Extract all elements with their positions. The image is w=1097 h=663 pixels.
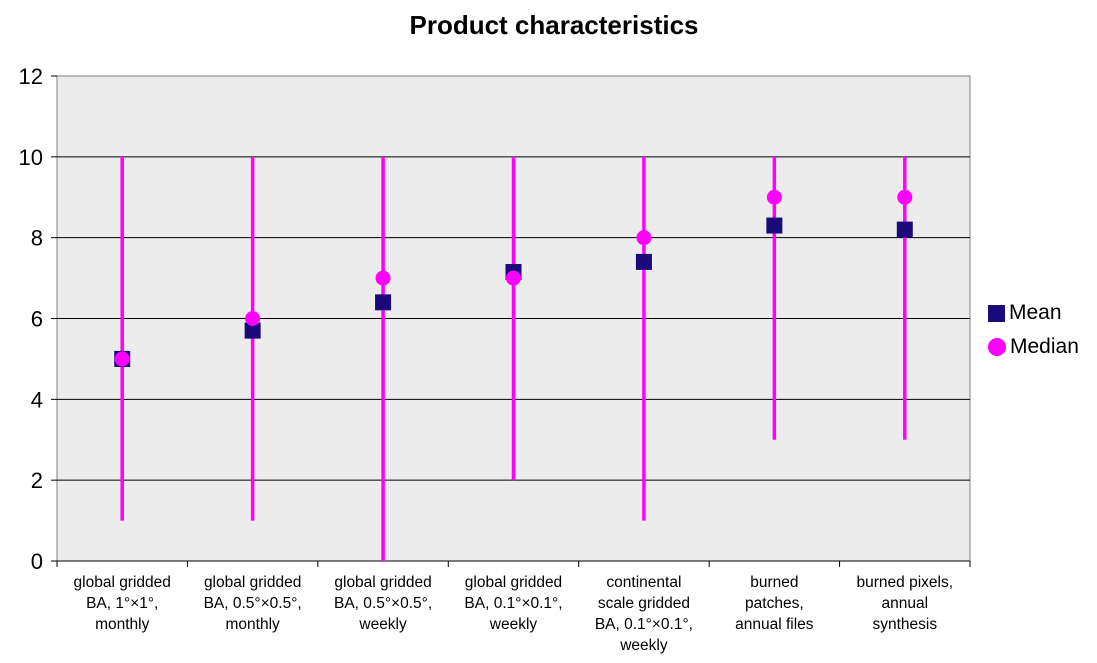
legend-item-median: Median xyxy=(988,330,1079,364)
mean-point xyxy=(244,322,261,339)
y-tick-label: 8 xyxy=(31,226,43,251)
x-tick-label: global gridded BA, 0.5°×0.5°, weekly xyxy=(334,574,432,633)
median-point xyxy=(636,230,652,246)
legend: Mean Median xyxy=(988,296,1079,364)
x-tick-label: global gridded BA, 1°×1°, monthly xyxy=(74,574,171,633)
legend-label-median: Median xyxy=(1010,335,1079,358)
legend-square-marker-icon xyxy=(988,304,1005,322)
y-tick-label: 2 xyxy=(31,468,43,493)
median-point xyxy=(897,189,913,205)
y-tick-label: 0 xyxy=(31,549,43,574)
y-tick-label: 10 xyxy=(19,145,43,170)
median-point xyxy=(766,189,782,205)
mean-point xyxy=(896,221,913,238)
median-point xyxy=(375,270,391,286)
x-tick-label: burned patches, annual files xyxy=(735,574,814,633)
x-tick-label: global gridded BA, 0.5°×0.5°, monthly xyxy=(204,574,302,633)
x-tick-label: continental scale gridded BA, 0.1°×0.1°, we… xyxy=(595,574,693,654)
legend-circle-marker-icon xyxy=(988,338,1006,356)
median-point xyxy=(114,351,130,367)
y-tick-label: 4 xyxy=(31,387,43,412)
y-tick-label: 6 xyxy=(31,307,43,332)
mean-point xyxy=(375,294,392,311)
median-point xyxy=(506,270,521,286)
y-tick-label: 12 xyxy=(19,64,43,89)
x-tick-label: burned pixels, annual synthesis xyxy=(857,574,954,633)
legend-item-mean: Mean xyxy=(988,296,1079,330)
mean-point xyxy=(635,253,652,270)
median-point xyxy=(245,311,261,326)
mean-point xyxy=(766,217,783,234)
chart-title: Product characteristics xyxy=(409,10,699,40)
legend-label-mean: Mean xyxy=(1009,301,1062,324)
x-tick-label: global gridded BA, 0.1°×0.1°, weekly xyxy=(464,574,562,633)
